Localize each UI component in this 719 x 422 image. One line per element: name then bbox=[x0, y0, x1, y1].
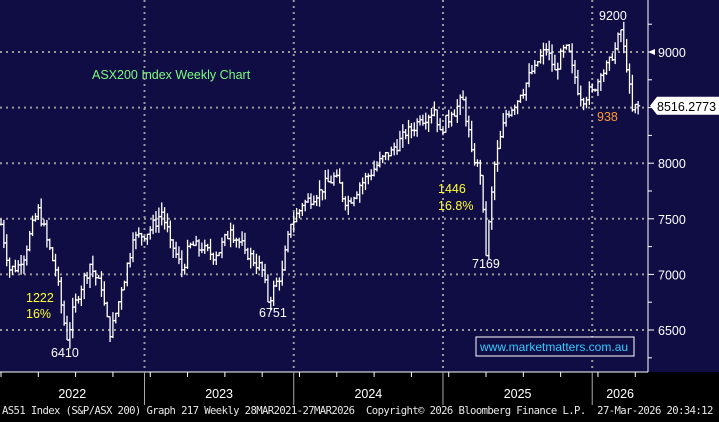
annotation-16pct: 16% bbox=[26, 307, 51, 321]
annotation-7169: 7169 bbox=[472, 257, 500, 271]
footer-copyright: Copyright© 2026 Bloomberg Finance L.P. bbox=[366, 405, 586, 417]
ohlc-chart: 6500 7000 7500 8000 9000 8516.2773 2022 2023 20… bbox=[0, 0, 719, 405]
x-tick-label: 2023 bbox=[205, 387, 233, 401]
last-price-tag bbox=[650, 96, 719, 115]
last-price-label: 8516.2773 bbox=[657, 100, 716, 114]
annotation-9200: 9200 bbox=[599, 9, 627, 23]
arrow-9000-icon bbox=[648, 49, 655, 55]
x-tick-label: 2024 bbox=[354, 387, 382, 401]
axis-background bbox=[648, 0, 719, 372]
y-tick-label: 8000 bbox=[658, 157, 686, 171]
annotation-1446: 1446 bbox=[438, 182, 466, 196]
y-tick-label: 9000 bbox=[658, 46, 686, 60]
x-tick-label: 2025 bbox=[504, 387, 532, 401]
annotation-938: 938 bbox=[597, 110, 618, 124]
annotation-6410: 6410 bbox=[51, 346, 79, 360]
x-tick-label: 2026 bbox=[606, 387, 634, 401]
watermark-box bbox=[475, 336, 635, 357]
y-tick-label: 7500 bbox=[658, 213, 686, 227]
chart-title: ASX200 Index Weekly Chart bbox=[92, 68, 251, 82]
watermark-url: www.marketmatters.com.au bbox=[479, 340, 628, 354]
annotation-6751: 6751 bbox=[259, 306, 287, 320]
footer-timestamp: 27-Mar-2026 20:34:12 bbox=[597, 405, 713, 417]
footer-security: AS51 Index (S&P/ASX 200) Graph 217 Weekl… bbox=[2, 405, 355, 417]
x-tick-label: 2022 bbox=[58, 387, 86, 401]
annotation-16-8pct: 16.8% bbox=[438, 199, 473, 213]
y-tick-label: 7000 bbox=[658, 268, 686, 282]
annotation-1222: 1222 bbox=[26, 291, 54, 305]
ohlc-bar bbox=[636, 101, 641, 115]
chart-footer: AS51 Index (S&P/ASX 200) Graph 217 Weekl… bbox=[2, 405, 718, 417]
plot-background bbox=[0, 0, 648, 372]
y-tick-label: 6500 bbox=[658, 324, 686, 338]
